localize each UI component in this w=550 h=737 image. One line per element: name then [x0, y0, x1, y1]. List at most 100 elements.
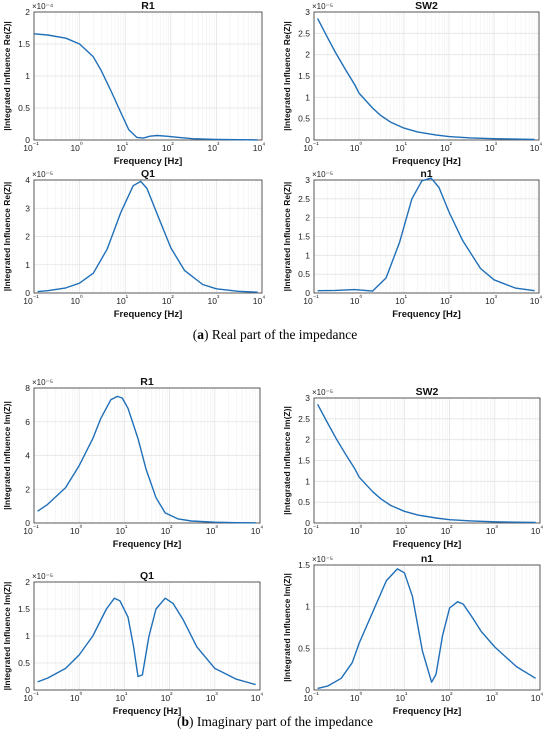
chart-6-x-tick-label: 10⁻¹: [303, 525, 319, 536]
chart-1-title: R1: [141, 0, 155, 12]
chart-2-x-tick-label: 10¹: [395, 142, 407, 153]
chart-1-series-line-1: [33, 33, 258, 141]
chart-5-x-tick-label: 10²: [161, 525, 173, 536]
chart-7-y-tick-label: 0: [25, 685, 30, 695]
chart-3-x-axis-label: Frequency [Hz]: [114, 309, 183, 320]
chart-4-y-axis-label: |Integrated Influence Re(Z)|: [282, 182, 292, 292]
chart-6-y-tick-label: 1.5: [298, 456, 310, 466]
chart-8-x-tick-label: 10⁴: [531, 692, 543, 703]
chart-3-y-tick-label: 3: [25, 203, 30, 213]
chart-5-x-tick-label: 10³: [206, 525, 218, 536]
chart-6-x-tick-label: 10⁰: [350, 524, 362, 536]
chart-2-y-multiplier: ×10⁻⁵: [312, 2, 333, 11]
chart-5-x-tick-label: 10⁻¹: [23, 525, 39, 536]
chart-4-y-tick-label: 0.5: [298, 269, 310, 279]
chart-1-y-tick-label: 0: [25, 135, 30, 145]
chart-1-y-axis-label: |Integrated Influence Re(Z)|: [2, 21, 12, 131]
chart-5-y-tick-label: 0: [25, 518, 30, 528]
chart-7-x-tick-label: 10⁰: [70, 691, 82, 703]
chart-2-x-tick-label: 10⁰: [350, 141, 362, 153]
chart-6-y-tick-label: 2.5: [298, 414, 310, 424]
chart-3-y-tick-label: 2: [25, 232, 30, 242]
chart-1-x-tick-label: 10⁴: [253, 142, 265, 153]
chart-4-y-multiplier: ×10⁻⁵: [312, 170, 333, 179]
chart-3-x-tick-label: 10¹: [116, 295, 128, 306]
chart-8-y-tick-label: 1: [305, 602, 310, 612]
chart-8-x-tick-label: 10⁻¹: [303, 692, 319, 703]
chart-8-y-tick-label: 0: [305, 685, 310, 695]
chart-6-title: SW2: [416, 386, 439, 398]
chart-5-y-axis-label: |Integrated Influence Im(Z)|: [2, 401, 12, 510]
chart-6-y-tick-label: 3: [305, 393, 310, 403]
chart-8-x-tick-label: 10³: [486, 692, 498, 703]
chart-6-y-tick-label: 1: [305, 476, 310, 486]
chart-7-x-tick-label: 10⁻¹: [23, 692, 39, 703]
chart-7-x-tick-label: 10²: [161, 692, 173, 703]
chart-8-y-tick-label: 0.5: [298, 643, 310, 653]
chart-4-title: n1: [420, 168, 432, 180]
chart-3-y-multiplier: ×10⁻⁵: [32, 170, 53, 179]
chart-6-y-tick-label: 0.5: [298, 497, 310, 507]
chart-1-y-multiplier: ×10⁻⁴: [32, 2, 54, 11]
chart-2-y-axis-label: |Integrated Influence Re(Z)|: [282, 21, 292, 131]
chart-8-title: n1: [421, 553, 433, 565]
chart-1-axes-frame: [33, 11, 263, 141]
chart-4-series-line-1: [317, 177, 535, 292]
chart-2-x-tick-label: 10⁻¹: [303, 142, 319, 153]
chart-6-x-tick-label: 10³: [486, 525, 498, 536]
chart-2-x-tick-label: 10³: [485, 142, 497, 153]
chart-5-y-tick-label: 4: [25, 451, 30, 461]
chart-8-y-multiplier: ×10⁻⁵: [312, 555, 333, 564]
chart-6-x-tick-label: 10²: [441, 525, 453, 536]
chart-4-x-tick-label: 10¹: [395, 295, 407, 306]
chart-5-title: R1: [140, 376, 154, 388]
chart-5-x-tick-label: 10⁰: [70, 524, 82, 536]
chart-1-x-axis-label: Frequency [Hz]: [114, 156, 183, 167]
chart-5-x-tick-label: 10¹: [115, 525, 127, 536]
chart-7-y-tick-label: 1.5: [18, 604, 30, 614]
chart-4-y-tick-label: 2: [305, 213, 310, 223]
chart-4-y-tick-label: 2.5: [298, 194, 310, 204]
chart-8-y-axis-label: |Integrated Influence Im(Z)|: [282, 573, 292, 682]
chart-7-y-axis-label: |Integrated Influence Im(Z)|: [2, 582, 12, 691]
chart-1-y-tick-label: 1: [25, 71, 30, 81]
chart-8-y-tick-label: 1.5: [298, 560, 310, 570]
chart-2-title: SW2: [415, 0, 438, 12]
chart-2-y-tick-label: 2: [305, 50, 310, 60]
chart-2-y-tick-label: 3: [305, 7, 310, 17]
chart-6-y-axis-label: |Integrated Influence Im(Z)|: [282, 406, 292, 515]
caption-a: (a) Real part of the impedance: [192, 327, 358, 342]
chart-1-x-tick-label: 10³: [207, 142, 219, 153]
chart-3-x-tick-label: 10⁻¹: [23, 295, 39, 306]
chart-6-axes-frame: [313, 397, 541, 524]
chart-2-axes-frame: [313, 11, 540, 141]
chart-2-y-tick-label: 0: [305, 135, 310, 145]
chart-6-y-multiplier: ×10⁻⁵: [312, 388, 333, 397]
chart-8-series-line-1: [317, 568, 536, 690]
chart-4-x-tick-label: 10⁻¹: [303, 295, 319, 306]
chart-5-y-multiplier: ×10⁻⁵: [32, 378, 53, 387]
chart-6-series-line-1: [316, 403, 536, 524]
chart-2-y-tick-label: 1: [305, 92, 310, 102]
chart-6-y-tick-label: 0: [305, 518, 310, 528]
chart-3-y-tick-label: 1: [25, 260, 30, 270]
chart-2-x-tick-label: 10²: [440, 142, 452, 153]
chart-5-x-tick-label: 10⁴: [251, 525, 263, 536]
chart-7-title: Q1: [140, 570, 154, 582]
chart-3-series-line-1: [37, 180, 258, 293]
caption-b-text: Imaginary part of the impedance: [193, 714, 374, 729]
chart-7-series-line-1: [37, 597, 256, 686]
chart-1-y-tick-label: 0.5: [18, 103, 30, 113]
chart-3-title: Q1: [141, 168, 155, 180]
chart-4-y-tick-label: 1.5: [298, 232, 310, 242]
chart-7-y-tick-label: 1: [25, 631, 30, 641]
chart-5-x-axis-label: Frequency [Hz]: [113, 539, 182, 550]
chart-8-x-tick-label: 10²: [441, 692, 453, 703]
chart-7-x-tick-label: 10¹: [115, 692, 127, 703]
chart-2-x-axis-label: Frequency [Hz]: [392, 156, 461, 167]
chart-3-x-tick-label: 10³: [207, 295, 219, 306]
chart-4-x-tick-label: 10³: [485, 295, 497, 306]
chart-1-x-tick-label: 10⁰: [70, 141, 82, 153]
chart-3-y-tick-label: 4: [25, 175, 30, 185]
